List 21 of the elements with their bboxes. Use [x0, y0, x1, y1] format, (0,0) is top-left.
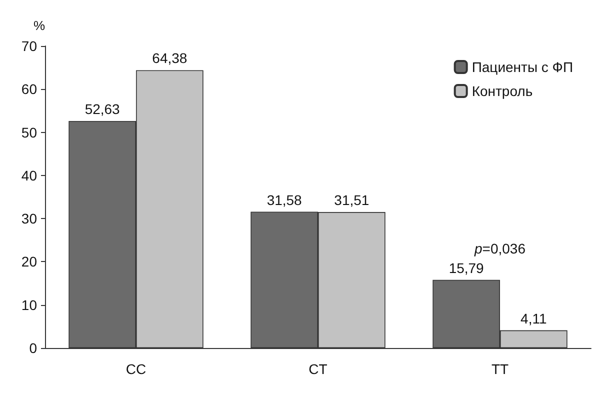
legend-label: Пациенты с ФП — [472, 59, 574, 75]
data-label: 52,63 — [84, 100, 120, 117]
y-tick-label: 70 — [21, 38, 38, 54]
y-tick-label: 0 — [29, 340, 38, 356]
y-tick-label: 60 — [21, 81, 38, 98]
data-label: 15,79 — [448, 260, 484, 276]
data-label: 4,11 — [520, 310, 547, 326]
data-label: 31,58 — [266, 192, 302, 208]
y-tick-label: 10 — [21, 296, 38, 313]
legend-label: Контроль — [472, 83, 533, 99]
y-tick-label: 50 — [21, 124, 38, 140]
y-tick-label: 40 — [21, 167, 38, 184]
x-tick-label: CC — [126, 361, 146, 377]
data-label: 31,51 — [334, 192, 370, 208]
y-tick-label: 20 — [21, 254, 38, 270]
annotation: p=0,036 — [473, 240, 526, 256]
x-tick-label: TT — [491, 361, 509, 377]
y-tick-label: 30 — [21, 210, 38, 227]
data-label: 64,38 — [152, 50, 188, 66]
x-tick-label: CT — [308, 361, 328, 377]
y-axis-title: % — [33, 18, 46, 33]
